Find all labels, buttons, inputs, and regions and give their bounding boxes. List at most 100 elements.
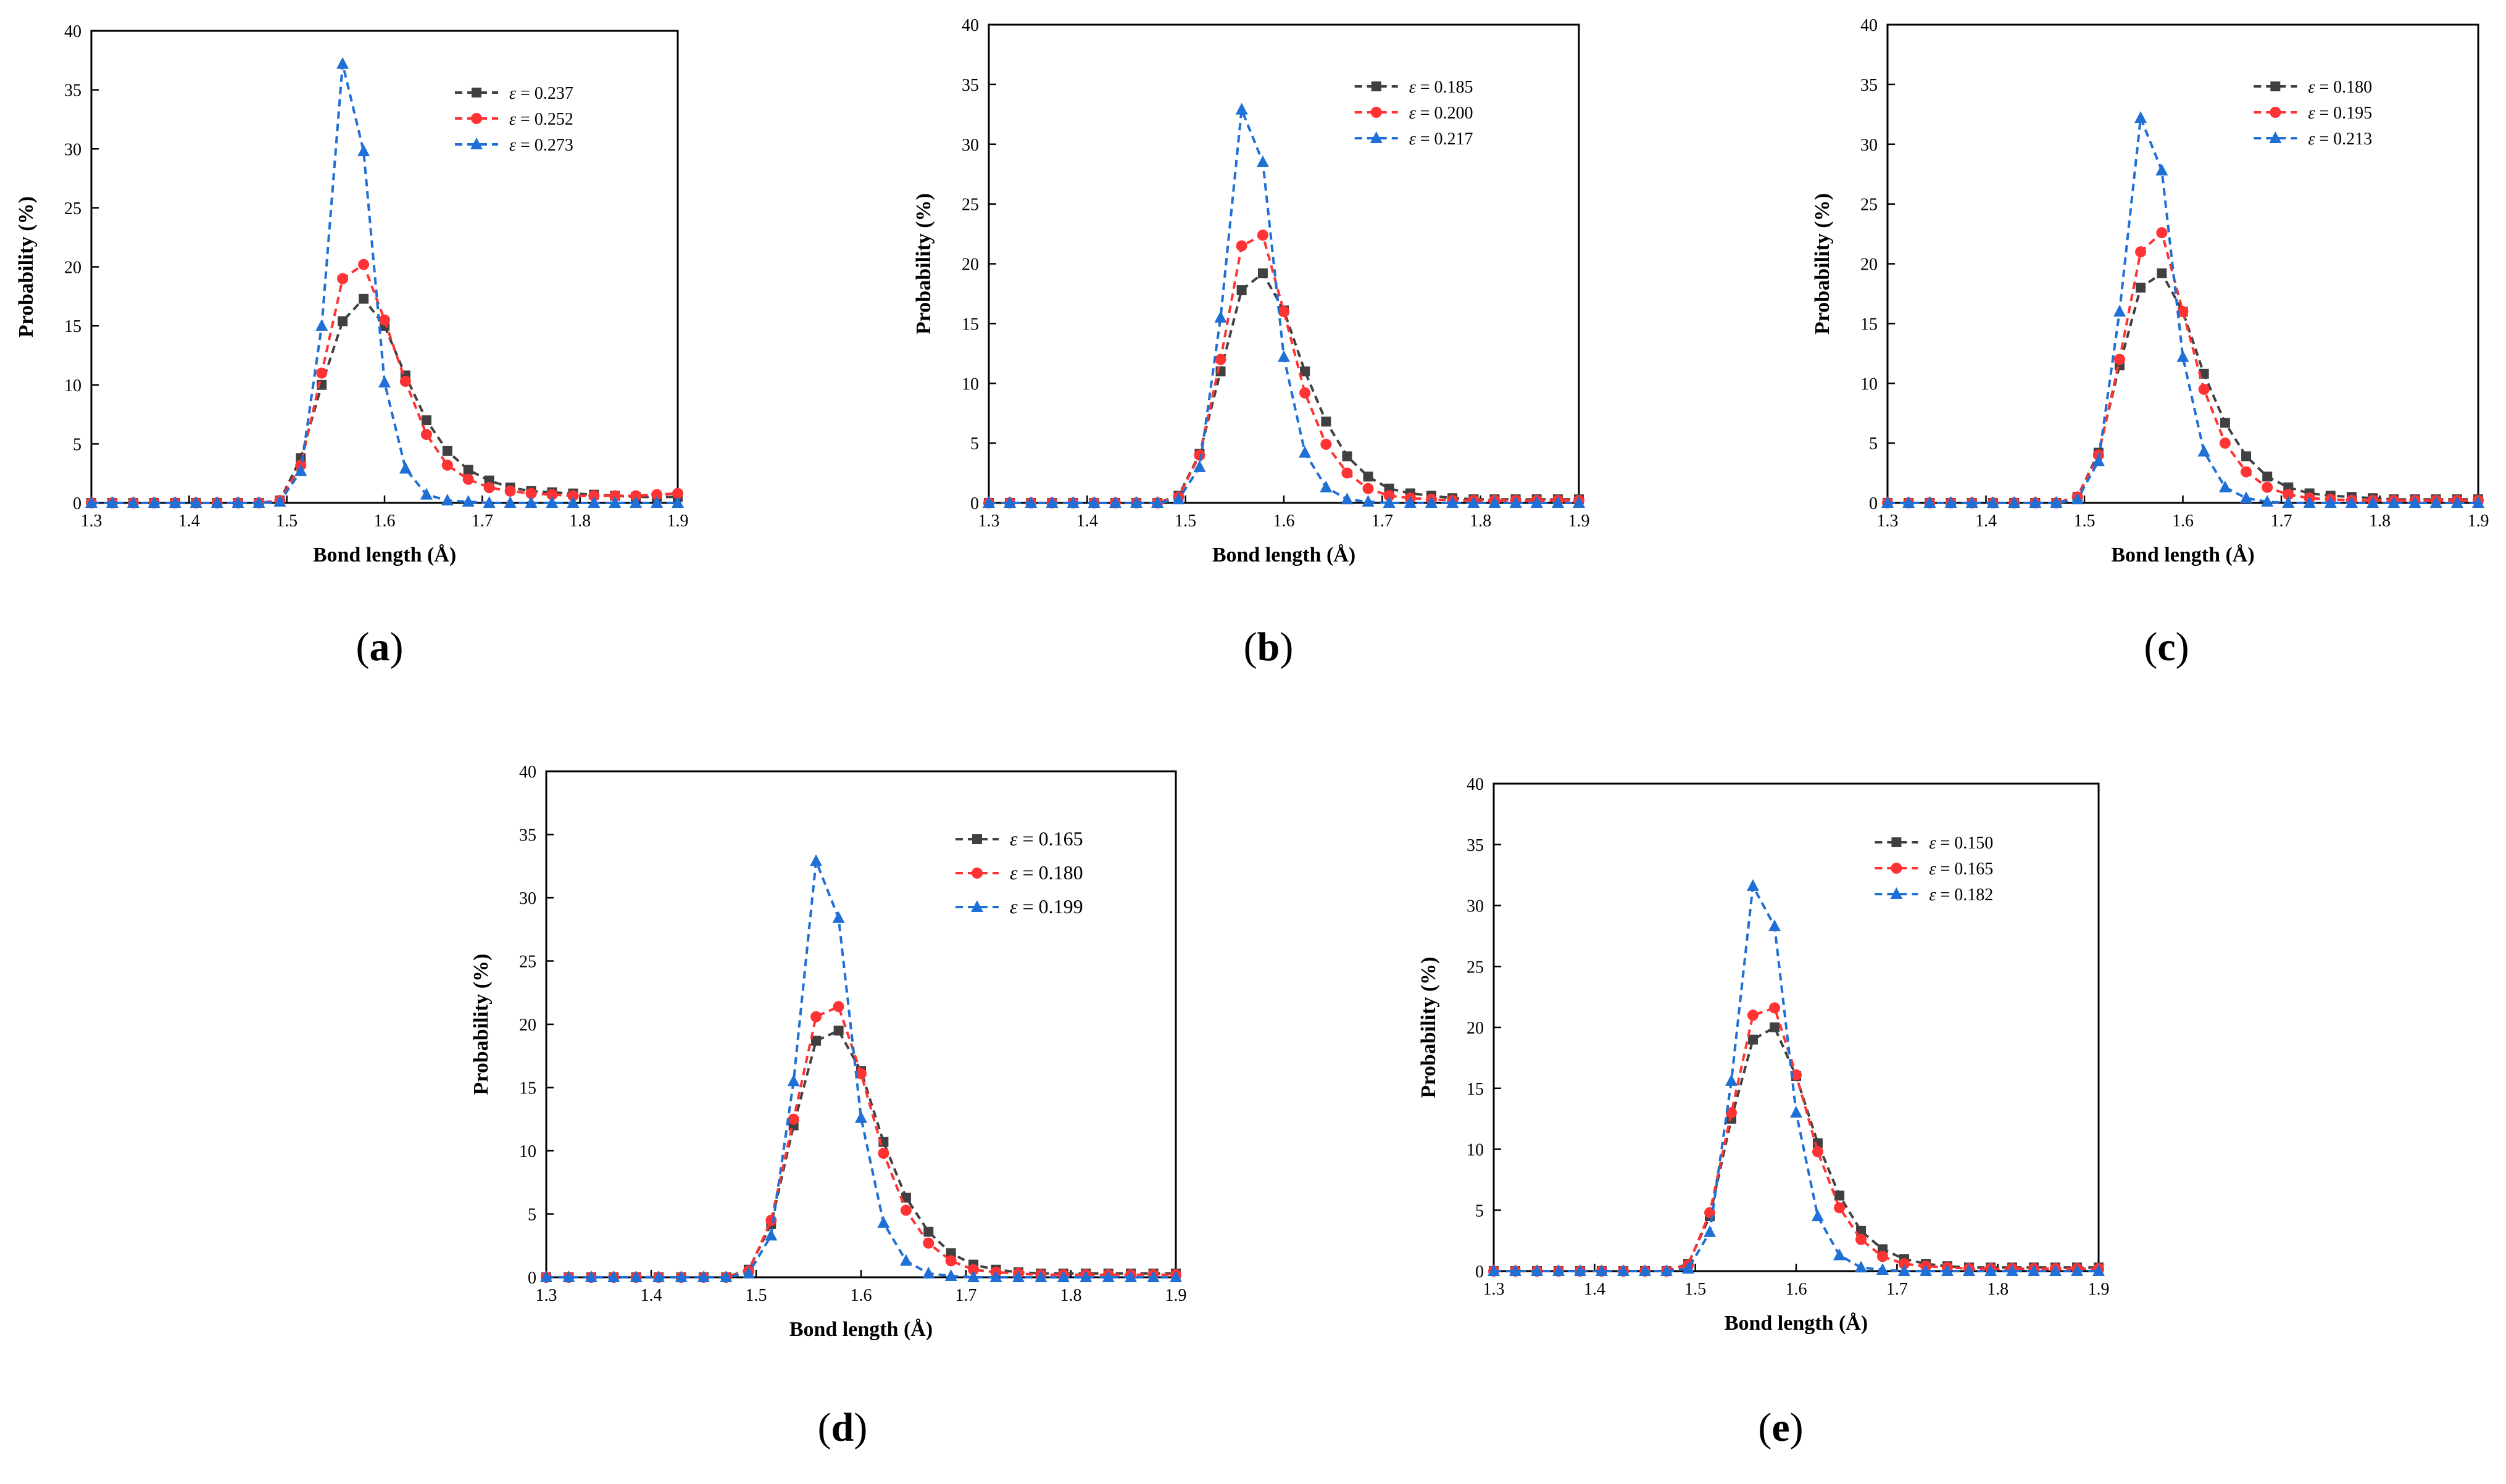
data-point xyxy=(2157,268,2167,278)
data-point xyxy=(1639,1264,1651,1276)
data-point xyxy=(1130,496,1143,508)
legend-item: ε = 0.273 xyxy=(455,136,573,155)
data-point xyxy=(2113,305,2126,317)
data-point xyxy=(483,482,495,494)
x-axis-title: Bond length (Å) xyxy=(789,1318,933,1341)
data-point xyxy=(1446,496,1459,508)
legend-item: ε = 0.195 xyxy=(2254,104,2372,123)
data-point xyxy=(878,1148,889,1159)
data-point xyxy=(1012,1271,1025,1282)
data-point xyxy=(1725,1107,1737,1119)
data-point xyxy=(1573,1264,1586,1276)
legend-item: ε = 0.199 xyxy=(955,895,1083,918)
data-point xyxy=(1573,496,1585,508)
data-point xyxy=(1833,1248,1846,1261)
x-tick-label: 1.5 xyxy=(746,1286,767,1305)
data-point xyxy=(463,465,473,475)
legend-marker xyxy=(471,113,482,124)
data-point xyxy=(1551,496,1564,508)
data-point xyxy=(675,1271,688,1282)
data-point xyxy=(923,1227,934,1237)
panel-label: (c) xyxy=(2144,624,2189,669)
data-point xyxy=(1941,1264,1954,1276)
x-tick-label: 1.6 xyxy=(851,1286,872,1305)
data-point xyxy=(742,1266,755,1279)
data-point xyxy=(609,496,622,508)
data-point xyxy=(787,1074,800,1087)
data-point xyxy=(1321,417,1331,427)
data-point xyxy=(1341,492,1354,505)
panel-e: 1.3 1.4 1.5 1.6 1.7 1.8 1.9 0 5 10 15 20 25 30 35 40 Bon… xyxy=(1417,775,2110,1450)
data-point xyxy=(1768,919,1781,932)
x-tick-label: 1.5 xyxy=(2074,512,2096,531)
legend-label: ε = 0.180 xyxy=(2308,78,2372,97)
series-0.165 xyxy=(541,1026,1181,1282)
data-point xyxy=(169,496,181,508)
data-point xyxy=(697,1271,710,1282)
legend: ε = 0.180 ε = 0.195 ε = 0.213 xyxy=(2254,78,2372,149)
y-tick-label: 5 xyxy=(73,435,81,454)
x-tick-label: 1.7 xyxy=(1886,1280,1908,1299)
y-tick-label: 15 xyxy=(1860,315,1878,334)
x-tick-label: 1.4 xyxy=(641,1286,662,1305)
data-point xyxy=(2135,246,2147,258)
y-tick-label: 5 xyxy=(970,434,979,454)
x-tick-label: 1.6 xyxy=(2172,512,2194,531)
data-point xyxy=(1595,1264,1608,1276)
data-point xyxy=(1488,1264,1500,1276)
data-point xyxy=(1855,1233,1867,1245)
y-tick-label: 30 xyxy=(1467,897,1484,916)
data-point xyxy=(1278,350,1290,362)
data-point xyxy=(1067,496,1080,508)
series-0.237 xyxy=(86,294,683,508)
series-line xyxy=(546,860,1176,1279)
legend-marker xyxy=(472,88,481,97)
data-point xyxy=(1362,483,1374,494)
data-point xyxy=(2282,496,2295,508)
legend-marker xyxy=(1890,887,1903,899)
data-point xyxy=(2155,164,2168,176)
data-point xyxy=(630,1271,643,1282)
data-point xyxy=(210,496,223,508)
data-point xyxy=(672,487,683,499)
legend-label: ε = 0.185 xyxy=(1409,78,1473,97)
plot-frame xyxy=(988,23,1580,504)
data-point xyxy=(2092,454,2105,466)
data-point xyxy=(294,464,307,476)
y-tick-label: 25 xyxy=(962,196,979,215)
legend-marker xyxy=(470,138,483,149)
y-axis-title: Probability (%) xyxy=(1811,193,1834,334)
data-point xyxy=(525,496,538,508)
data-point xyxy=(1025,496,1038,508)
data-point xyxy=(946,1248,956,1259)
series-line xyxy=(91,64,678,504)
series-0.165 xyxy=(1488,1002,2104,1277)
data-point xyxy=(1923,496,1936,508)
data-point xyxy=(357,144,370,157)
data-point xyxy=(1509,1264,1522,1276)
data-point xyxy=(651,496,664,508)
y-tick-label: 10 xyxy=(1860,375,1878,394)
data-point xyxy=(1856,1225,1867,1236)
x-axis-title: Bond length (Å) xyxy=(313,544,456,566)
data-point xyxy=(1769,1002,1781,1014)
data-point xyxy=(1363,471,1373,482)
data-point xyxy=(945,1255,957,1267)
data-point xyxy=(2029,496,2042,508)
plot-frame xyxy=(1886,23,2479,504)
legend-label: ε = 0.200 xyxy=(1409,104,1473,123)
data-point xyxy=(2156,227,2168,239)
y-tick-label: 0 xyxy=(73,494,81,513)
y-axis-title: Probability (%) xyxy=(15,196,38,338)
data-point xyxy=(1235,102,1248,115)
data-point xyxy=(832,911,845,923)
data-point xyxy=(462,495,475,507)
x-tick-label: 1.5 xyxy=(1175,512,1196,531)
series-0.195 xyxy=(1882,227,2484,508)
y-tick-label: 20 xyxy=(1467,1019,1484,1038)
data-point xyxy=(1170,1271,1182,1282)
x-tick-label: 1.4 xyxy=(1076,512,1098,531)
data-point xyxy=(765,1229,778,1241)
y-tick-label: 35 xyxy=(64,81,81,101)
data-point xyxy=(983,496,995,508)
